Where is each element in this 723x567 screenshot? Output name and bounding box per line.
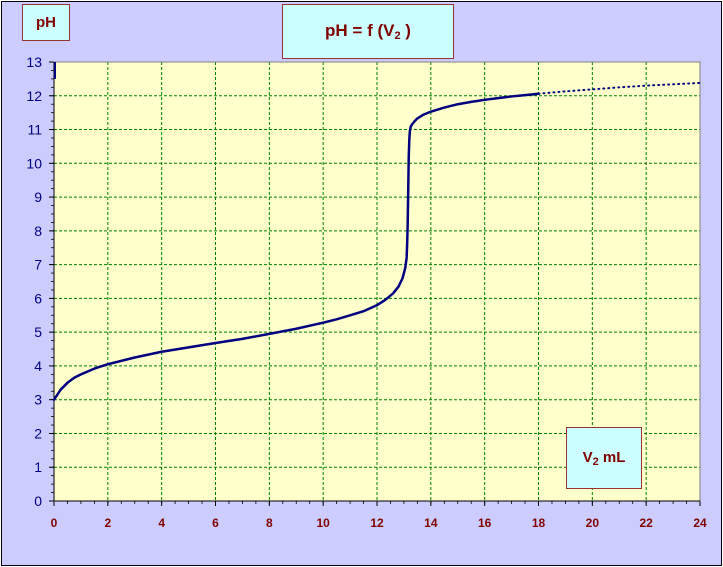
y-tick-label: 10 [26,155,42,171]
series [52,62,701,401]
y-tick-label: 3 [34,392,42,408]
x-tick-label: 22 [639,516,653,530]
y-tick-label: 11 [27,122,42,138]
chart-title: pH = f (V2 ) [325,21,411,42]
x-tick-label: 2 [104,516,111,530]
y-axis-label: pH [36,14,56,31]
titration-curve-extrapolated [537,81,701,95]
y-tick-label: 13 [26,54,42,70]
x-tick-label: 10 [316,516,330,530]
y-tick-label: 8 [34,223,42,239]
x-tick-label: 20 [586,516,600,530]
x-axis-label-box: V2 mL [566,427,642,489]
x-tick-label: 4 [158,516,165,530]
x-tick-label: 6 [212,516,219,530]
x-axis-label: V2 mL [582,448,626,468]
y-tick-label: 2 [34,425,42,441]
x-tick-label: 16 [478,516,492,530]
grid [54,62,700,501]
chart-title-box: pH = f (V2 ) [282,4,454,59]
x-tick-label: 0 [51,516,58,530]
y-tick-label: 0 [34,493,42,509]
y-tick-label: 1 [34,459,42,475]
y-tick-label: 6 [34,290,42,306]
x-tick-label: 24 [693,516,707,530]
y-tick-label: 4 [34,358,42,374]
x-tick-label: 8 [266,516,273,530]
y-tick-label: 7 [34,257,42,273]
y-axis-label-box: pH [22,4,70,41]
x-tick-label: 18 [532,516,546,530]
y-tick-label: 9 [34,189,42,205]
y-tick-label: 12 [26,88,42,104]
axes [49,61,701,506]
y-tick-label: 5 [34,324,42,340]
x-tick-label: 12 [370,516,384,530]
x-tick-label: 14 [424,516,438,530]
titration-curve [52,92,540,401]
